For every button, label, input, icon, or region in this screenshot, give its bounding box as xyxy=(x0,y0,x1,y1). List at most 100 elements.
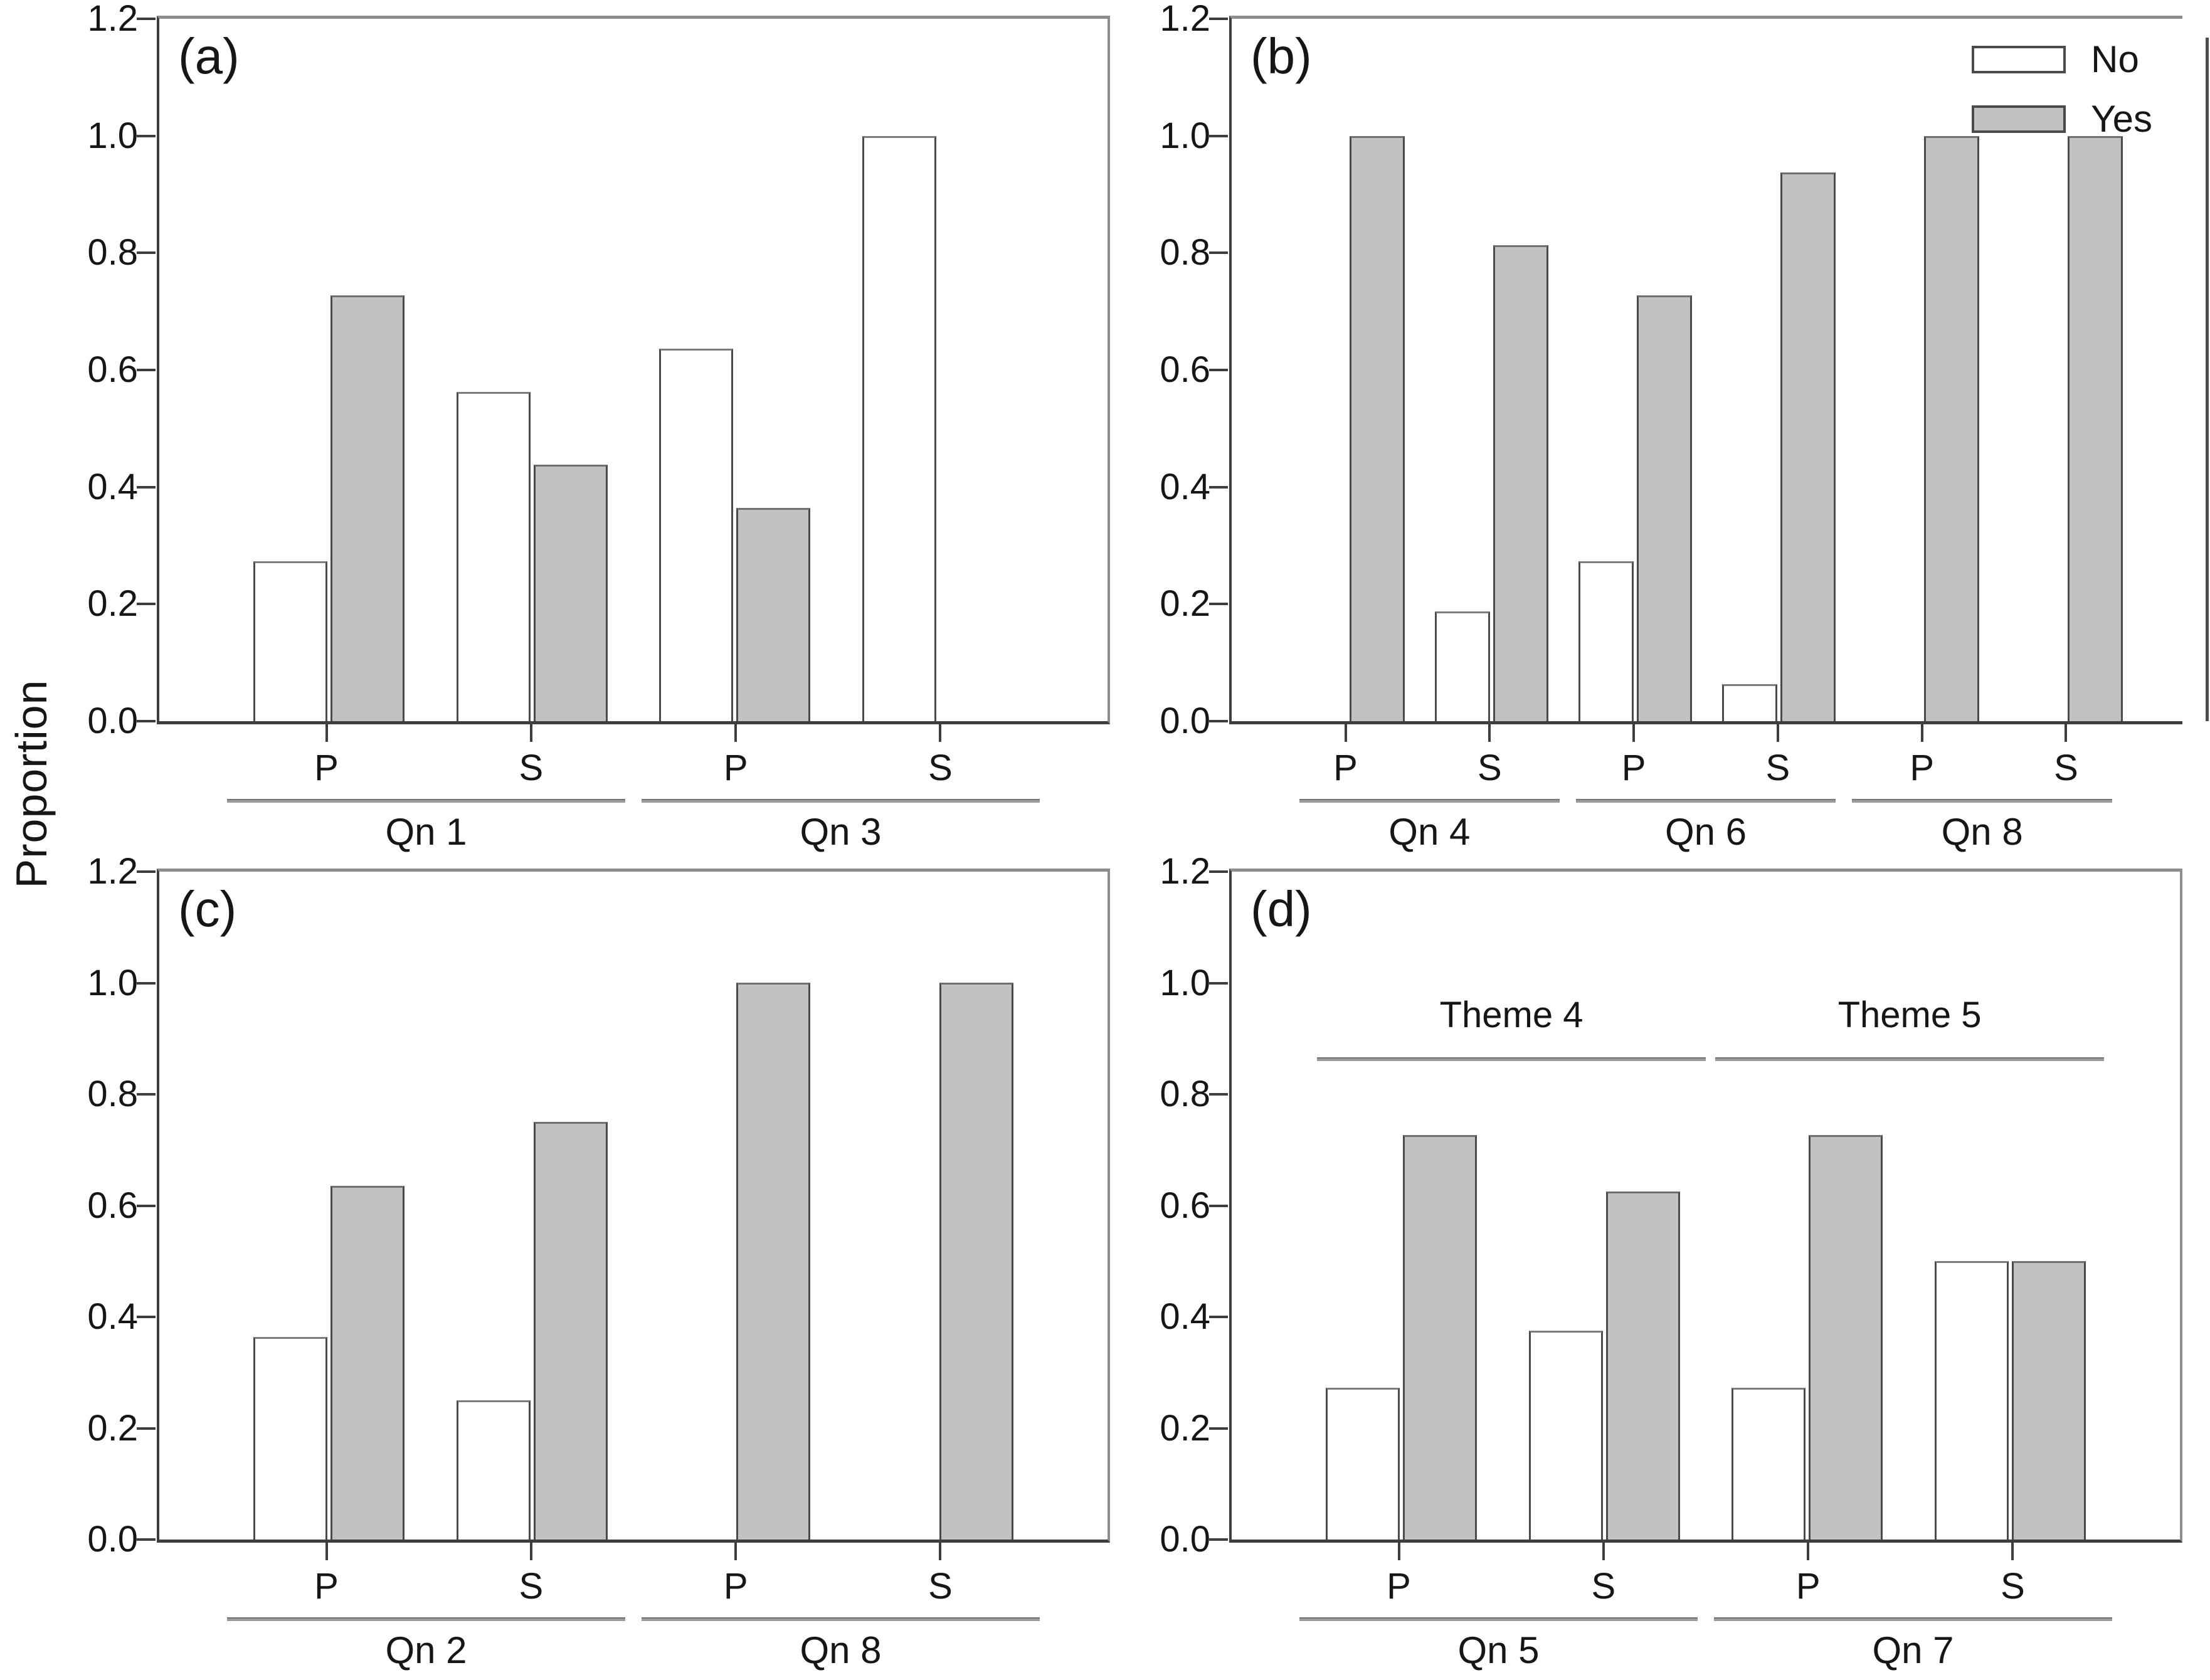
y-tick-label: 0.4 xyxy=(87,466,138,507)
bar-no xyxy=(1435,611,1490,721)
plot-row-c: 0.0 0.2 0.4 0.6 0.8 1.0 1.2 (c) xyxy=(50,853,1110,1558)
x-tick-label: S xyxy=(1477,748,1502,788)
x-tick xyxy=(1344,724,1347,742)
y-tick-label: 1.2 xyxy=(1160,851,1210,892)
bar-no xyxy=(659,349,734,721)
y-tick-label: 1.2 xyxy=(87,851,138,892)
group-qn6: Qn 6 xyxy=(1575,799,1836,853)
bar-pair-qn6-p xyxy=(1578,295,1692,721)
theme-annotation-2: Theme 5 xyxy=(1715,994,2105,1061)
bars-layer xyxy=(1232,872,2180,1540)
group-label: Qn 2 xyxy=(385,1629,467,1671)
x-tick xyxy=(325,724,328,742)
y-tick xyxy=(1209,981,1228,985)
x-tick-cell: S xyxy=(455,1543,606,1607)
y-tick xyxy=(137,1093,156,1096)
x-tick-label: S xyxy=(519,748,544,788)
y-tick xyxy=(1209,485,1228,489)
bar-yes xyxy=(1637,295,1692,721)
y-tick-label: 1.0 xyxy=(1160,962,1210,1003)
x-tick-label: P xyxy=(1795,1566,1821,1607)
y-tick xyxy=(137,720,156,722)
bar-pair-qn5-p xyxy=(1326,1135,1477,1540)
legend-item-no: No xyxy=(1972,38,2152,81)
x-tick-cell: S xyxy=(865,724,1016,789)
y-axis-a: 0.0 0.2 0.4 0.6 0.8 1.0 1.2 xyxy=(50,0,157,740)
bar-pair-qn4-s xyxy=(1435,245,1548,721)
y-tick xyxy=(1209,1204,1228,1207)
bar-pair-qn2-p xyxy=(253,1186,404,1540)
bar-pair-qn7-p xyxy=(1732,1135,1883,1540)
y-axis-d: 0.0 0.2 0.4 0.6 0.8 1.0 1.2 xyxy=(1123,853,1229,1558)
group-label: Qn 5 xyxy=(1457,1629,1540,1671)
y-tick xyxy=(1209,870,1228,873)
group-row: Qn 5 Qn 7 xyxy=(1229,1617,2182,1672)
group-underline xyxy=(1299,799,1560,803)
bar-pair-qn8-s xyxy=(862,983,1013,1540)
bars-layer xyxy=(159,19,1108,721)
group-qn2: Qn 2 xyxy=(227,1617,625,1672)
bar-yes xyxy=(1605,1191,1680,1540)
y-tick xyxy=(1209,1093,1228,1096)
group-qn7: Qn 7 xyxy=(1714,1617,2112,1672)
y-tick-label: 0.0 xyxy=(87,700,138,741)
bar-yes xyxy=(533,1122,608,1540)
x-tick-cell: S xyxy=(1433,724,1546,789)
bars-layer xyxy=(1232,19,2182,721)
group-underline xyxy=(642,799,1040,803)
theme-underline xyxy=(1317,1057,1706,1061)
bar-yes xyxy=(939,983,1013,1540)
x-tick-cell: P xyxy=(251,1543,402,1607)
x-tick-cell: S xyxy=(455,724,606,789)
x-tick-cell: P xyxy=(1865,724,1979,789)
group-underline xyxy=(1575,799,1836,803)
bar-yes xyxy=(736,508,811,721)
y-tick xyxy=(1209,134,1228,137)
bar-no xyxy=(1934,1261,2009,1540)
bar-yes xyxy=(533,465,608,721)
x-tick-label: P xyxy=(1333,748,1358,788)
bar-yes xyxy=(330,1186,404,1540)
x-tick xyxy=(1807,1543,1810,1560)
group-underline xyxy=(227,799,625,803)
y-tick xyxy=(1209,18,1228,20)
bar-no xyxy=(1722,684,1777,721)
y-tick-label: 1.0 xyxy=(1160,115,1210,156)
x-tick xyxy=(325,1543,328,1560)
x-tick-cell: P xyxy=(1323,1543,1474,1607)
bar-no xyxy=(456,392,531,721)
group-qn3: Qn 3 xyxy=(642,799,1040,853)
y-tick xyxy=(1209,1427,1228,1430)
bar-pair-qn3-p xyxy=(659,349,811,721)
x-tick xyxy=(1488,724,1491,742)
plot-row-b: 0.0 0.2 0.4 0.6 0.8 1.0 1.2 (b) No Yes xyxy=(1123,0,2209,740)
x-tick xyxy=(734,1543,738,1560)
bar-pair-qn5-s xyxy=(1528,1191,1680,1540)
x-tick-label: S xyxy=(1591,1566,1616,1607)
theme-label: Theme 4 xyxy=(1439,995,1583,1035)
x-tick-cell: P xyxy=(1577,724,1691,789)
bar-pair-qn1-s xyxy=(456,392,608,721)
y-tick-label: 0.2 xyxy=(87,583,138,625)
legend-swatch-yes xyxy=(1972,105,2066,133)
bar-no xyxy=(253,561,327,721)
y-tick xyxy=(1209,720,1228,722)
group-row: Qn 2 Qn 8 xyxy=(157,1617,1110,1672)
y-tick-label: 0.8 xyxy=(1160,1074,1210,1114)
x-tick xyxy=(529,1543,532,1560)
y-tick-label: 0.2 xyxy=(1160,1407,1210,1449)
panel-label-a: (a) xyxy=(178,28,240,84)
group-label: Qn 4 xyxy=(1388,811,1471,853)
y-tick-label: 0.0 xyxy=(1160,700,1210,741)
x-tick xyxy=(2011,1543,2014,1560)
x-tick xyxy=(939,724,942,742)
bar-no xyxy=(1528,1331,1603,1540)
plot-area-b: (b) No Yes xyxy=(1209,16,2209,724)
bar-yes xyxy=(1924,136,1979,721)
y-tick-label: 0.4 xyxy=(87,1296,138,1337)
